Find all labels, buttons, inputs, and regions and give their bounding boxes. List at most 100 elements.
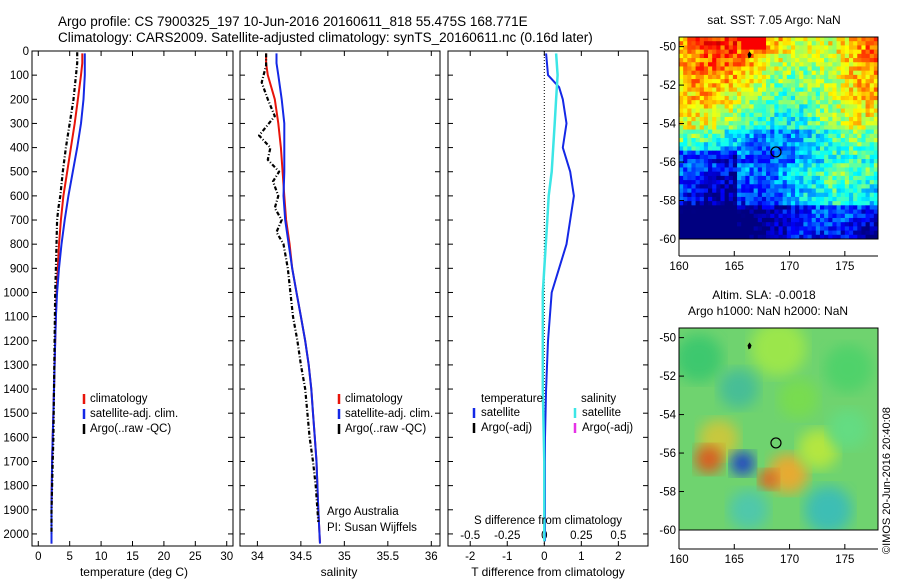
sst-cell bbox=[819, 167, 825, 173]
sst-cell bbox=[720, 95, 726, 101]
sst-cell bbox=[691, 150, 696, 156]
sst-cell bbox=[807, 112, 813, 118]
sst-cell bbox=[679, 205, 684, 210]
sst-cell bbox=[691, 180, 696, 185]
map-y-tick-label: -50 bbox=[659, 333, 676, 345]
sst-cell bbox=[749, 53, 755, 59]
sst-cell bbox=[815, 125, 821, 130]
sst-cell bbox=[836, 95, 842, 101]
sst-cell bbox=[766, 62, 771, 67]
sst-cell bbox=[695, 159, 701, 164]
sst-cell bbox=[795, 230, 800, 236]
sst-cell bbox=[815, 180, 821, 185]
sst-cell bbox=[732, 66, 738, 72]
sst-cell bbox=[774, 100, 779, 105]
sst-cell bbox=[819, 154, 825, 160]
sst-cell bbox=[790, 58, 796, 63]
sst-cell bbox=[819, 87, 825, 93]
sst-cell bbox=[782, 100, 788, 105]
sst-cell bbox=[699, 226, 705, 231]
sst-cell bbox=[770, 133, 775, 139]
sst-cell bbox=[819, 37, 825, 42]
sst-cell bbox=[732, 163, 738, 168]
sst-cell bbox=[770, 175, 775, 181]
sst-cell bbox=[770, 112, 775, 118]
sst-cell bbox=[749, 196, 755, 202]
sst-cell bbox=[819, 53, 825, 59]
sst-cell bbox=[724, 230, 730, 236]
sst-cell bbox=[807, 222, 813, 227]
sst-cell bbox=[703, 205, 709, 210]
sst-cell bbox=[807, 66, 813, 72]
sst-cell bbox=[869, 58, 875, 63]
sst-cell bbox=[720, 49, 726, 55]
sst-cell bbox=[716, 129, 721, 135]
sst-cell bbox=[749, 108, 755, 114]
sst-cell bbox=[832, 91, 837, 97]
sst-cell bbox=[761, 133, 767, 139]
sst-cell bbox=[782, 188, 788, 194]
sst-cell bbox=[695, 41, 701, 46]
sst-cell bbox=[745, 133, 750, 139]
sst-cell bbox=[732, 188, 738, 194]
sst-cell bbox=[732, 201, 738, 206]
sst-cell bbox=[708, 154, 713, 160]
sst-cell bbox=[699, 167, 705, 173]
sst-cell bbox=[815, 37, 821, 42]
legend-label: satellite bbox=[481, 407, 520, 419]
sst-cell bbox=[795, 213, 800, 219]
sst-cell bbox=[695, 116, 701, 122]
sst-cell bbox=[819, 133, 825, 139]
sst-cell bbox=[869, 87, 875, 93]
sst-cell bbox=[761, 49, 767, 55]
sst-cell bbox=[865, 108, 871, 114]
sla-map-title: Altim. SLA: -0.0018 bbox=[712, 288, 816, 302]
sst-cell bbox=[819, 49, 825, 55]
sst-cell bbox=[753, 222, 759, 227]
sst-cell bbox=[840, 108, 846, 114]
sst-cell bbox=[774, 175, 779, 181]
sst-cell bbox=[786, 45, 792, 51]
sst-cell bbox=[811, 167, 817, 173]
sst-cell bbox=[691, 146, 696, 152]
sst-cell bbox=[811, 116, 817, 122]
sst-cell bbox=[691, 83, 696, 88]
sst-cell bbox=[848, 70, 854, 76]
sst-cell bbox=[824, 45, 829, 51]
sst-cell bbox=[699, 91, 705, 97]
sst-cell bbox=[766, 222, 771, 227]
sst-cell bbox=[828, 83, 833, 88]
sst-cell bbox=[766, 49, 771, 55]
sst-cell bbox=[716, 45, 721, 51]
sst-cell bbox=[741, 87, 746, 93]
sst-cell bbox=[691, 91, 696, 97]
sst-cell bbox=[786, 91, 792, 97]
x-tick-label: 35 bbox=[338, 551, 351, 563]
sst-cell bbox=[766, 205, 771, 210]
sst-cell bbox=[687, 100, 692, 105]
sst-cell bbox=[778, 188, 784, 194]
sst-cell bbox=[770, 230, 775, 236]
sst-cell bbox=[753, 116, 759, 122]
sst-cell bbox=[786, 95, 792, 101]
sst-cell bbox=[728, 74, 734, 80]
sst-cell bbox=[861, 146, 866, 152]
sst-cell bbox=[720, 171, 726, 177]
argo-float-marker bbox=[770, 437, 782, 449]
sst-cell bbox=[737, 230, 742, 236]
sst-cell bbox=[679, 154, 684, 160]
sst-cell bbox=[873, 41, 878, 46]
sst-cell bbox=[832, 217, 837, 223]
sst-cell bbox=[683, 175, 688, 181]
sst-cell bbox=[745, 209, 750, 215]
sst-cell bbox=[869, 37, 875, 42]
sst-cell bbox=[857, 129, 862, 135]
profile-panel-temperature: 0 5 10 15 20 25 300100200300400500600700800900… bbox=[3, 46, 234, 563]
sst-cell bbox=[861, 209, 866, 215]
sst-cell bbox=[799, 116, 804, 122]
sst-cell bbox=[840, 41, 846, 46]
sst-cell bbox=[832, 58, 837, 63]
sst-cell bbox=[691, 184, 696, 189]
sst-cell bbox=[795, 180, 800, 185]
sst-cell bbox=[873, 167, 878, 173]
